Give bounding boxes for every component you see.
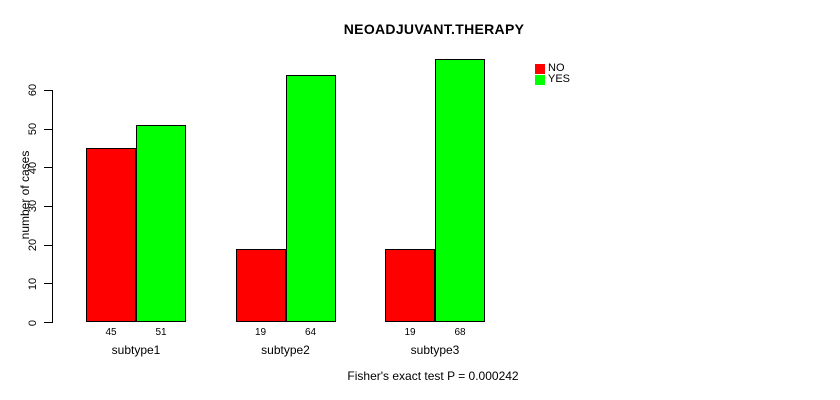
y-tick-label: 40 <box>27 161 39 174</box>
legend-item-no: NO <box>535 63 570 74</box>
legend-swatch-yes <box>535 74 545 85</box>
y-tick-mark <box>44 89 52 91</box>
bar-no-subtype1 <box>86 148 136 323</box>
legend-item-yes: YES <box>535 74 570 85</box>
y-tick-mark <box>44 205 52 207</box>
y-tick-label: 30 <box>27 200 39 213</box>
category-label-subtype3: subtype3 <box>410 343 460 357</box>
bar-yes-subtype1 <box>136 125 186 323</box>
y-tick-mark <box>44 128 52 130</box>
category-label-subtype1: subtype1 <box>111 343 161 357</box>
y-tick-label: 10 <box>27 277 39 290</box>
bar-value-label: 64 <box>304 327 317 338</box>
chart-title: NEOADJUVANT.THERAPY <box>343 21 525 37</box>
legend: NO YES <box>535 63 570 85</box>
annotation-text: Fisher's exact test P = 0.000242 <box>347 369 519 383</box>
y-tick-mark <box>44 283 52 285</box>
y-tick-mark <box>44 167 52 169</box>
legend-swatch-no <box>535 63 545 74</box>
y-axis-line <box>52 90 53 323</box>
legend-label: NO <box>548 62 565 74</box>
legend-label: YES <box>548 73 571 85</box>
y-tick-label: 50 <box>27 122 39 136</box>
bar-value-label: 45 <box>105 327 117 338</box>
bar-yes-subtype3 <box>435 59 485 323</box>
bar-yes-subtype2 <box>285 74 336 323</box>
bar-no-subtype2 <box>235 248 286 323</box>
y-tick-mark <box>44 244 52 246</box>
bar-value-label: 68 <box>454 327 466 338</box>
y-tick-mark <box>44 322 52 323</box>
category-label-subtype2: subtype2 <box>261 343 310 357</box>
y-tick-label: 20 <box>27 238 39 252</box>
y-tick-label: 60 <box>27 84 39 97</box>
bar-no-subtype3 <box>385 248 435 323</box>
y-tick-label: 0 <box>27 319 39 326</box>
bar-value-label: 19 <box>254 327 267 338</box>
bar-value-label: 19 <box>404 327 416 338</box>
bar-value-label: 51 <box>155 327 167 338</box>
